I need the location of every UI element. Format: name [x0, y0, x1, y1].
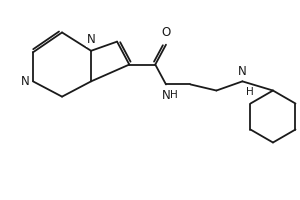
Text: N: N: [162, 89, 170, 102]
Text: O: O: [161, 26, 171, 39]
Text: H: H: [246, 87, 254, 97]
Text: N: N: [238, 65, 247, 78]
Text: N: N: [21, 75, 30, 88]
Text: H: H: [170, 90, 178, 100]
Text: N: N: [87, 33, 95, 46]
